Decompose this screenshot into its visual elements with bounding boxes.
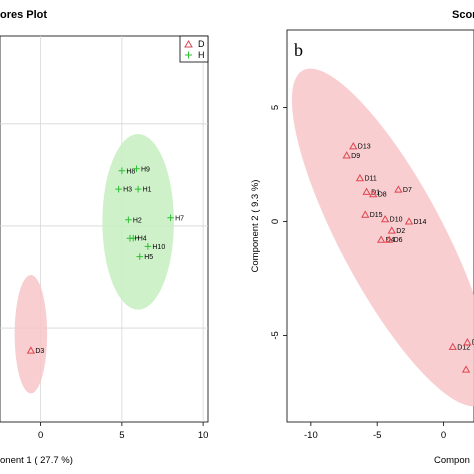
data-point-h [144,243,152,250]
ellipses-a [14,134,174,394]
data-point-d [342,151,351,159]
data-point-h [167,214,174,222]
point-label: D15 [370,212,383,219]
data-point-d [369,189,378,198]
data-point-d [448,342,457,350]
data-point-d [349,142,358,150]
legend-label-h: H [198,50,205,60]
data-point-d [361,210,370,218]
data-point-d [355,173,365,182]
plot-frame-b [286,29,474,423]
point-label: D3 [35,348,44,355]
x-tick-label: -5 [373,430,381,441]
x-axis-label-a: onent 1 ( 27.7 %) [0,455,73,466]
data-point-d [377,235,386,243]
y-axis-label-b: Component 2 ( 9.3 %) [250,180,261,273]
plot-frame-a [0,35,209,423]
x-axis-label-b: Compon [434,455,470,466]
point-label: D [472,340,474,347]
legend-label-d: D [198,39,205,49]
data-point-d [362,187,371,195]
point-label: H4 [138,236,147,243]
y-tick-label: 0 [270,219,281,224]
data-point-d [387,226,396,234]
x-ticks-b: -10 -5 0 [304,422,446,441]
point-label: H3 [123,187,132,194]
y-ticks-b: -5 0 5 [270,105,287,340]
point-label: H [135,236,140,243]
x-tick-label: -10 [304,430,318,441]
points-a: D3 H8 H9 H3 H1 H7 H2 H4H H10 H5 [26,165,184,355]
point-label: H8 [126,168,135,175]
data-point-h [126,234,134,242]
data-point-d [384,235,394,243]
ellipses-b [291,68,474,407]
point-label: D14 [414,219,427,226]
x-ticks-a: 0 5 10 [38,422,208,441]
y-tick-label: 5 [270,105,281,110]
data-point-d [380,214,390,223]
legend-triangle-icon [184,40,193,48]
point-label: D7 [403,187,412,194]
point-label: H10 [152,244,165,251]
point-label: D11 [364,176,376,183]
data-point-h [134,185,142,193]
confidence-ellipse-d [291,68,474,407]
point-label: D2 [396,228,405,235]
point-label: D4 [386,237,395,244]
data-point-h [133,165,140,173]
point-label: D10 [390,217,403,224]
chart-title-b: Scor [452,9,474,21]
data-point-d [463,338,472,346]
point-label: H1 [143,187,152,194]
legend-box [179,35,209,63]
point-label: D1 [371,189,380,196]
point-label: D6 [394,237,403,244]
legend-plus-icon [185,51,192,59]
legend-a: D H [179,35,209,63]
data-point-d [394,185,403,193]
x-tick-label: 0 [38,430,43,441]
x-tick-label: 5 [119,430,124,441]
point-label: H5 [144,254,153,261]
data-point-h [115,185,122,193]
x-tick-label: 0 [441,430,446,441]
data-point-d [404,217,414,225]
data-point-d [26,346,36,354]
point-label: D9 [351,153,360,160]
point-label: H9 [141,166,150,173]
data-point-d [461,365,471,373]
chart-title-a: ores Plot [0,9,47,21]
x-tick-label: 10 [198,430,209,441]
y-tick-label: -5 [270,331,281,339]
point-label: H7 [175,215,184,222]
panel-letter-b: b [294,40,303,60]
point-label: H2 [133,217,142,224]
data-point-h [125,216,132,224]
point-label: D12 [457,344,470,351]
confidence-ellipse-h [102,134,174,310]
data-point-h [136,253,144,260]
point-label: D13 [358,144,371,151]
point-label: D8 [378,192,387,199]
confidence-ellipse-d [14,274,48,394]
data-point-h [118,167,126,175]
